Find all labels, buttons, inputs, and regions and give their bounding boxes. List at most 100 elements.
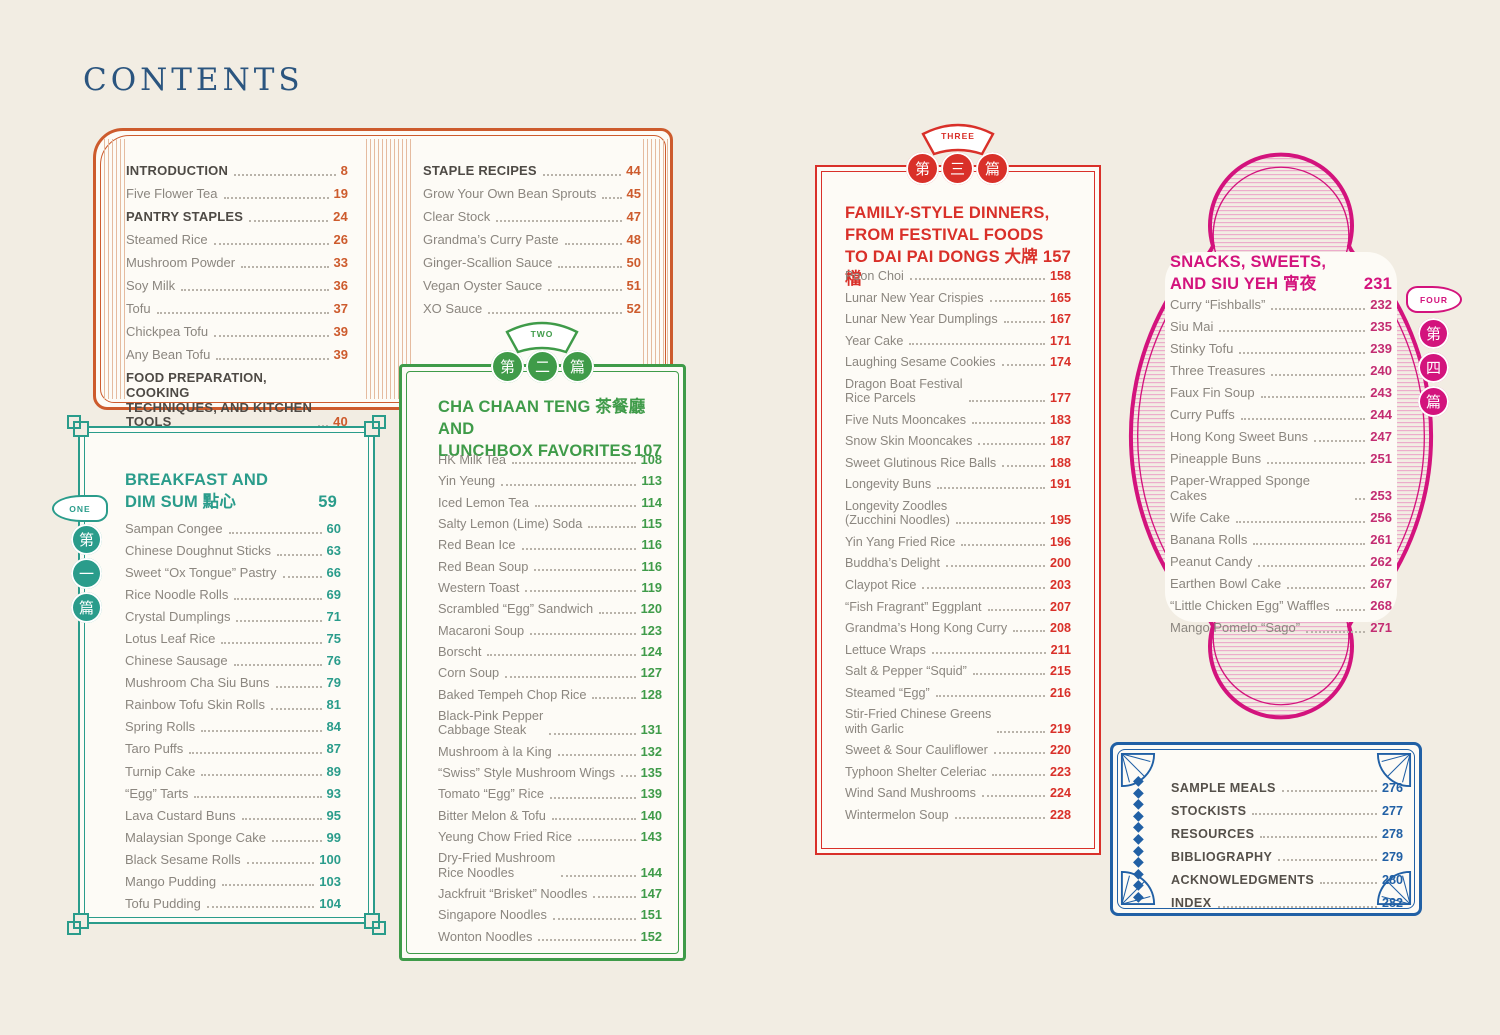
toc-entry: Tomato “Egg” Rice 139: [438, 786, 662, 802]
toc-entry-label: Curry “Fishballs”: [1170, 297, 1266, 312]
dot-leader: [1287, 586, 1366, 589]
chapter-two-badge: TWO: [498, 320, 586, 354]
toc-entry-page: 66: [326, 565, 341, 581]
dot-leader: [241, 818, 322, 821]
toc-entry: Chickpea Tofu 39: [126, 325, 348, 340]
toc-entry-page: 243: [1370, 385, 1392, 401]
chapter-four-list: Curry “Fishballs” 232 Siu Mai 235 Stinky…: [1170, 297, 1392, 643]
dot-leader: [1320, 882, 1377, 885]
toc-entry-label: Yin Yeung: [438, 473, 496, 489]
dot-leader: [1306, 630, 1366, 633]
toc-entry-label: Mango Pomelo “Sago”: [1170, 620, 1301, 636]
front-matter-right-list: STAPLE RECIPES 44 Grow Your Own Bean Spr…: [423, 161, 641, 325]
dot-leader: [954, 817, 1045, 820]
dot-leader: [1252, 813, 1377, 816]
dot-leader: [201, 774, 322, 777]
dot-leader: [282, 575, 322, 578]
toc-entry-page: 216: [1049, 685, 1071, 700]
toc-entry: Soy Milk 36: [126, 279, 348, 294]
dot-leader: [1003, 321, 1045, 324]
chapter-seal-icon: 篇: [1418, 386, 1449, 417]
toc-entry-label: FOOD PREPARATION, COOKING TECHNIQUES, AN…: [126, 370, 313, 430]
toc-entry: Typhoon Shelter Celeriac 223: [845, 765, 1071, 779]
toc-entry-label: Corn Soup: [438, 665, 500, 681]
dot-leader: [501, 483, 637, 486]
toc-entry-page: 251: [1370, 451, 1392, 467]
chapter-one-list: Sampan Congee 60 Chinese Doughnut Sticks…: [125, 521, 341, 919]
toc-entry: Three Treasures 240: [1170, 364, 1392, 379]
toc-entry-page: 224: [1049, 786, 1071, 801]
toc-entry: Sampan Congee 60: [125, 521, 341, 537]
toc-entry-page: 71: [326, 609, 341, 625]
toc-entry-label: Iced Lemon Tea: [438, 494, 529, 510]
toc-entry-label: Clear Stock: [423, 209, 491, 225]
page-title: CONTENTS: [83, 62, 304, 98]
dot-leader: [968, 400, 1045, 403]
toc-entry: Crystal Dumplings 71: [125, 610, 341, 625]
pinstripe-band: [104, 139, 126, 399]
toc-entry-label: Curry Puffs: [1170, 407, 1235, 423]
toc-entry: Wintermelon Soup 228: [845, 808, 1071, 822]
toc-entry: Mango Pomelo “Sago” 271: [1170, 621, 1392, 636]
toc-entry-label: Tofu Pudding: [125, 895, 201, 911]
dot-leader: [549, 732, 636, 735]
toc-entry-label: Five Nuts Mooncakes: [845, 412, 967, 427]
toc-entry-label: Borscht: [438, 643, 482, 659]
toc-entry-label: Soy Milk: [126, 278, 176, 294]
toc-entry-label: Three Treasures: [1170, 363, 1266, 379]
chapter-seal-icon: 篇: [561, 350, 594, 383]
toc-entry-label: Lotus Leaf Rice: [125, 631, 216, 647]
dot-leader: [1235, 520, 1366, 523]
toc-entry-label: SAMPLE MEALS: [1171, 781, 1276, 795]
toc-entry-page: 262: [1370, 554, 1392, 570]
chapter-one-box: BREAKFAST AND DIM SUM 點心 59 Sampan Conge…: [67, 415, 380, 929]
toc-entry: Lunar New Year Crispies 165: [845, 291, 1071, 305]
toc-entry-label: Stir-Fried Chinese Greens with Garlic: [845, 707, 992, 736]
dot-leader: [1335, 608, 1366, 611]
dot-leader: [505, 675, 636, 678]
toc-entry-page: 253: [1370, 487, 1392, 503]
toc-entry: STOCKISTS 277: [1171, 804, 1403, 818]
toc-entry-label: Dry-Fried Mushroom Rice Noodles: [438, 850, 556, 880]
toc-entry-label: Faux Fin Soup: [1170, 385, 1255, 401]
toc-entry-page: 123: [640, 622, 662, 638]
toc-entry-page: 191: [1049, 477, 1071, 492]
toc-entry: Laughing Sesame Cookies 174: [845, 355, 1071, 369]
toc-entry: Western Toast 119: [438, 580, 662, 595]
toc-entry: Rice Noodle Rolls 69: [125, 588, 341, 603]
dot-leader: [972, 421, 1045, 424]
chapter-page-number: 59: [318, 492, 337, 511]
toc-entry-page: 271: [1370, 620, 1392, 636]
dot-leader: [223, 196, 329, 199]
toc-entry-page: 84: [326, 719, 341, 735]
dot-leader: [270, 707, 322, 710]
toc-entry-label: Grandma’s Hong Kong Curry: [845, 621, 1008, 636]
toc-entry-label: Pineapple Buns: [1170, 451, 1262, 467]
toc-entry: HK Milk Tea 108: [438, 452, 662, 467]
toc-entry: Mushroom Cha Siu Buns 79: [125, 676, 341, 691]
toc-entry: Yin Yeung 113: [438, 473, 662, 489]
toc-entry: “Swiss” Style Mushroom Wings 135: [438, 765, 662, 780]
toc-entry-label: Dragon Boat Festival Rice Parcels: [845, 376, 963, 406]
toc-entry: Faux Fin Soup 243: [1170, 386, 1392, 401]
toc-entry-label: Wind Sand Mushrooms: [845, 786, 976, 801]
toc-entry-label: ACKNOWLEDGMENTS: [1171, 873, 1315, 888]
toc-entry-label: Buddha’s Delight: [845, 556, 940, 571]
dot-leader: [1260, 395, 1366, 398]
toc-entry-page: 39: [333, 347, 348, 363]
toc-entry: Stir-Fried Chinese Greens with Garlic 21…: [845, 707, 1071, 735]
toc-entry-label: Chickpea Tofu: [126, 324, 209, 340]
dot-leader: [577, 839, 636, 842]
toc-entry-page: 37: [333, 301, 348, 317]
toc-entry: “Little Chicken Egg” Waffles 268: [1170, 599, 1392, 614]
toc-entry-page: 128: [640, 686, 662, 702]
toc-entry-page: 114: [641, 494, 662, 510]
toc-entry-page: 93: [326, 785, 341, 801]
toc-entry-page: 177: [1049, 391, 1071, 406]
toc-entry-page: 174: [1049, 355, 1071, 370]
dot-leader: [156, 311, 329, 314]
toc-entry-label: Tomato “Egg” Rice: [438, 786, 544, 802]
dot-leader: [249, 219, 329, 222]
corner-knot-icon: [73, 913, 89, 929]
toc-entry-label: Salty Lemon (Lime) Soda: [438, 515, 583, 531]
